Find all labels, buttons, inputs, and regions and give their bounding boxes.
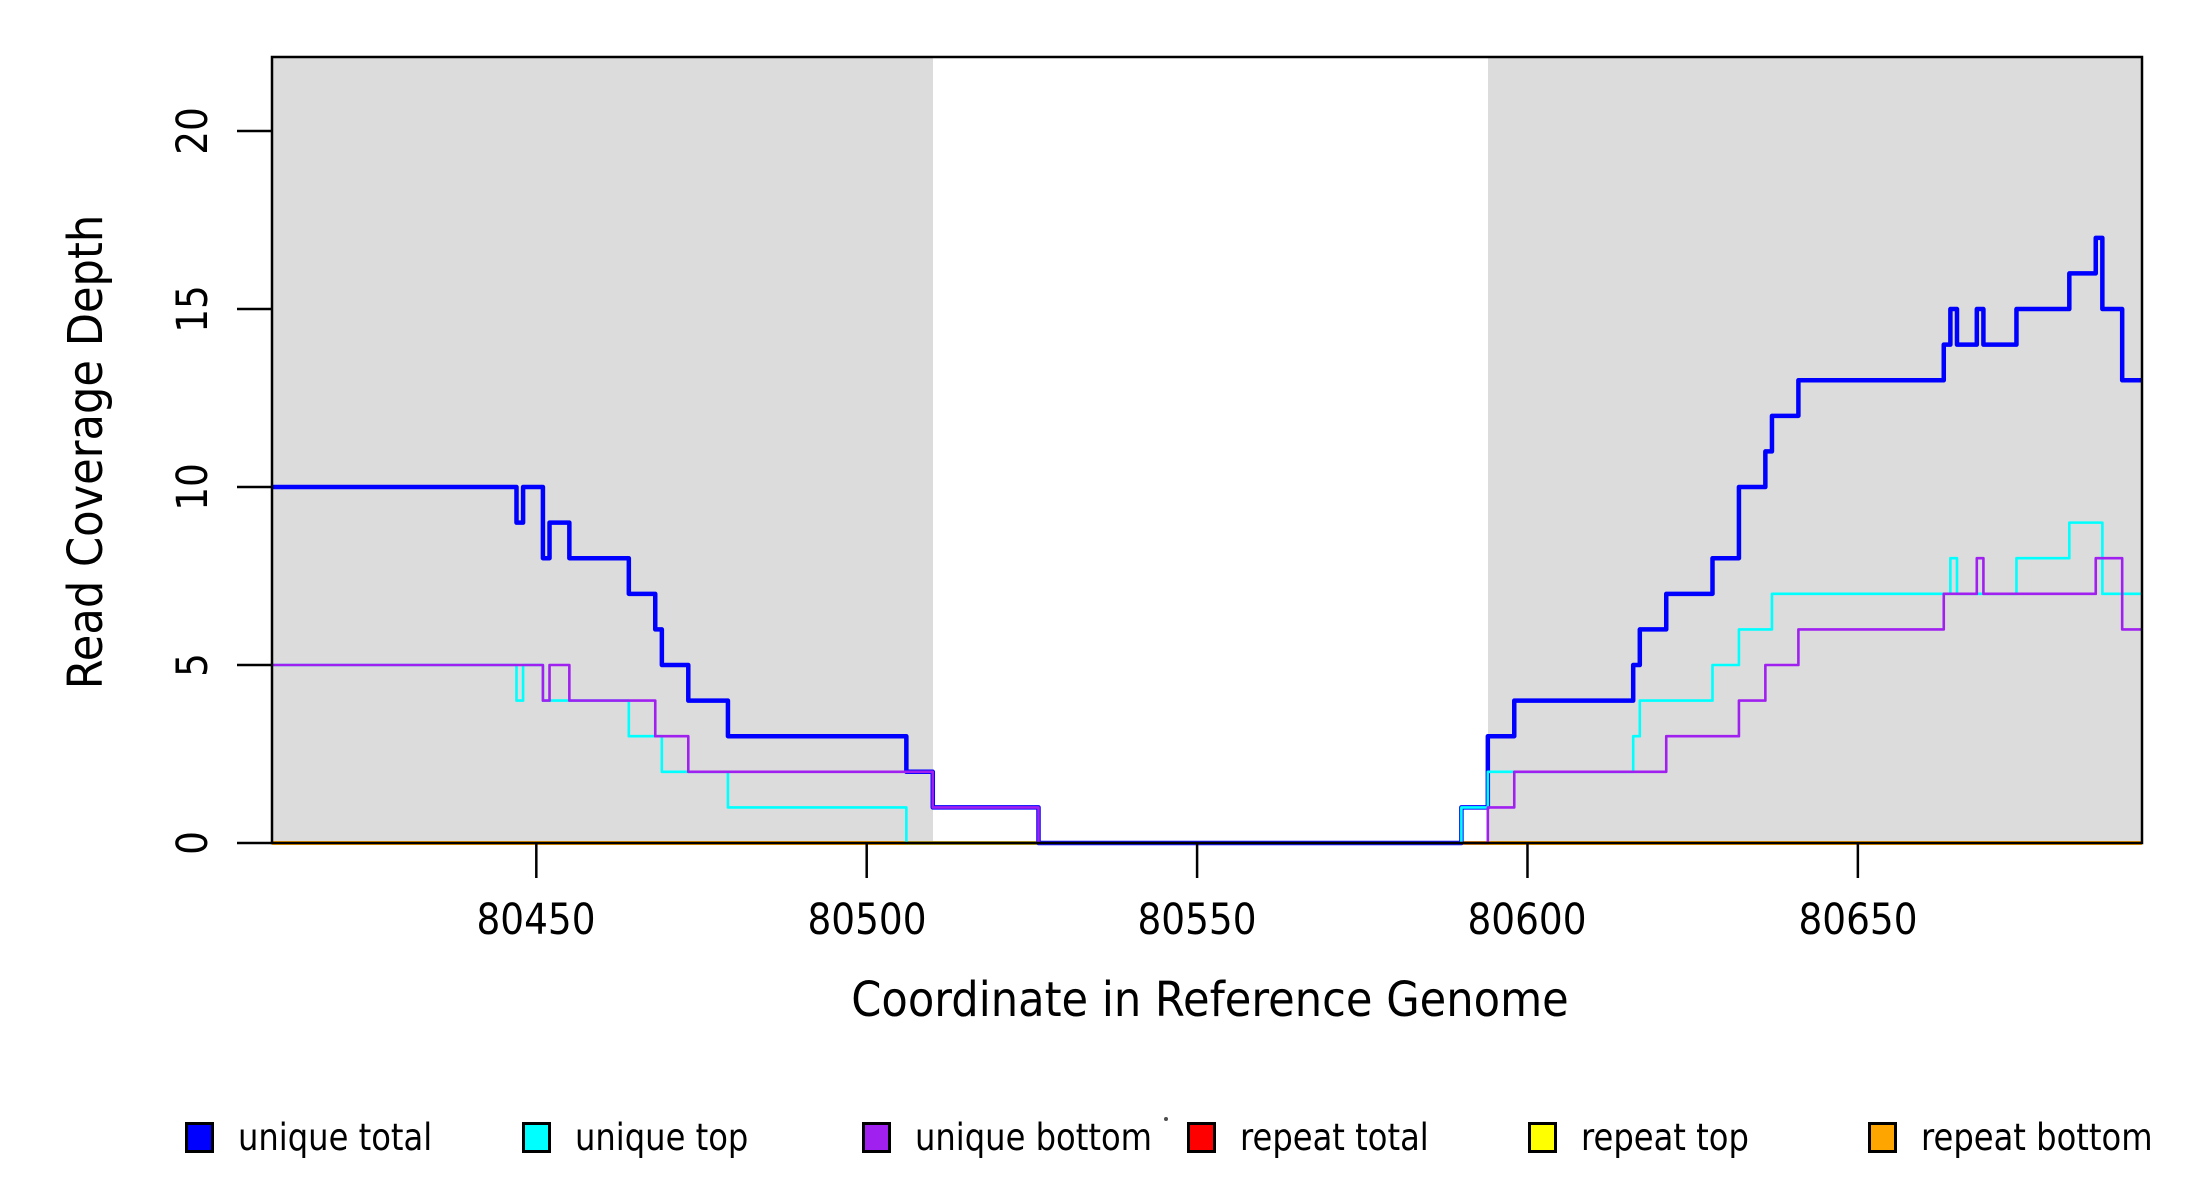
x-tick-label: 80550 bbox=[1137, 895, 1257, 945]
legend-label: unique top bbox=[575, 1115, 749, 1159]
y-axis-title: Read Coverage Depth bbox=[58, 214, 114, 690]
legend-swatch-icon bbox=[862, 1121, 891, 1153]
plot-box bbox=[270, 55, 2144, 845]
y-tick-label: 5 bbox=[168, 653, 218, 677]
legend-swatch-icon bbox=[1528, 1121, 1557, 1153]
x-tick-label: 80650 bbox=[1798, 895, 1918, 945]
legend-entry-repeat-total: repeat total bbox=[1187, 1116, 1457, 1159]
legend-label: repeat bottom bbox=[1921, 1115, 2153, 1159]
y-tick-label: 0 bbox=[168, 831, 218, 855]
legend-label: repeat top bbox=[1581, 1115, 1749, 1159]
y-tick-label: 15 bbox=[168, 285, 218, 333]
x-axis-title: Coordinate in Reference Genome bbox=[851, 972, 1569, 1028]
y-tick-label: 10 bbox=[168, 463, 218, 511]
x-tick-label: 80600 bbox=[1467, 895, 1587, 945]
legend-label: unique bottom bbox=[915, 1115, 1153, 1159]
right-gray-band bbox=[1487, 57, 2142, 843]
legend-swatch-icon bbox=[1868, 1121, 1897, 1153]
legend-entry-unique-top: unique top bbox=[522, 1116, 774, 1159]
x-tick-label: 80450 bbox=[476, 895, 596, 945]
legend-label: repeat total bbox=[1240, 1115, 1429, 1159]
series-unique-bottom bbox=[272, 556, 2142, 845]
x-tick-label: 80500 bbox=[807, 895, 927, 945]
y-tick-label: 20 bbox=[168, 107, 218, 155]
legend-entry-repeat-bottom: repeat bottom bbox=[1868, 1116, 2187, 1159]
series-unique-total bbox=[272, 235, 2142, 846]
stray-dot bbox=[1164, 1117, 1168, 1121]
legend-swatch-icon bbox=[522, 1121, 551, 1153]
legend-entry-unique-total: unique total bbox=[185, 1116, 461, 1159]
legend-swatch-icon bbox=[1187, 1121, 1216, 1153]
left-gray-band bbox=[272, 57, 933, 843]
legend-entry-unique-bottom: unique bottom bbox=[862, 1116, 1187, 1159]
legend-label: unique total bbox=[238, 1115, 433, 1159]
legend-entry-repeat-top: repeat top bbox=[1528, 1116, 1774, 1159]
legend-swatch-icon bbox=[185, 1121, 214, 1153]
